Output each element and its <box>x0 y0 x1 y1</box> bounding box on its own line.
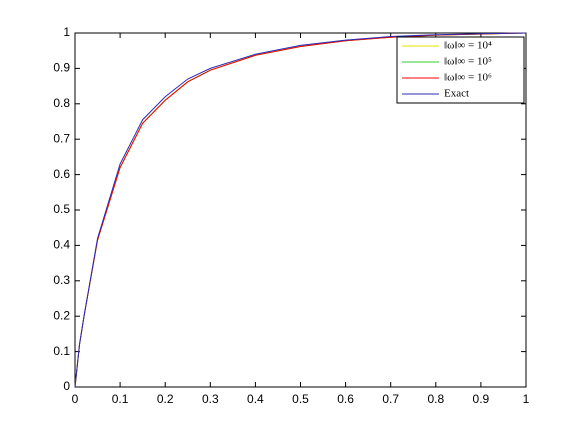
y-tick-label: 0.9 <box>53 61 70 75</box>
legend-label: ‖ω‖∞ = 10⁵ <box>444 56 492 68</box>
x-tick-label: 0.7 <box>382 392 399 406</box>
x-tick-label: 0.1 <box>112 392 129 406</box>
x-tick-label: 1 <box>523 392 530 406</box>
legend-label: ‖ω‖∞ = 10⁶ <box>444 72 492 84</box>
x-tick-label: 0.3 <box>202 392 219 406</box>
x-tick-label: 0.5 <box>292 392 309 406</box>
y-tick-label: 0.3 <box>53 273 70 287</box>
x-tick-label: 0.2 <box>157 392 174 406</box>
y-tick-label: 0.2 <box>53 308 70 322</box>
y-tick-label: 0.1 <box>53 344 70 358</box>
y-tick-label: 0 <box>63 379 70 393</box>
y-tick-label: 1 <box>63 25 70 39</box>
plot-frame <box>74 32 527 388</box>
legend-box <box>396 36 525 104</box>
x-tick-label: 0.9 <box>473 392 490 406</box>
x-tick-label: 0 <box>72 392 79 406</box>
y-tick-label: 0.7 <box>53 131 70 145</box>
y-tick-label: 0.8 <box>53 96 70 110</box>
x-tick-label: 0.8 <box>427 392 444 406</box>
y-tick-label: 0.6 <box>53 167 70 181</box>
x-tick-label: 0.6 <box>337 392 354 406</box>
y-tick-label: 0.5 <box>53 202 70 216</box>
legend-label: Exact <box>444 88 469 100</box>
x-tick-label: 0.4 <box>247 392 264 406</box>
series-line <box>74 32 527 388</box>
y-tick-label: 0.4 <box>53 238 70 252</box>
legend-label: ‖ω‖∞ = 10⁴ <box>444 40 492 52</box>
